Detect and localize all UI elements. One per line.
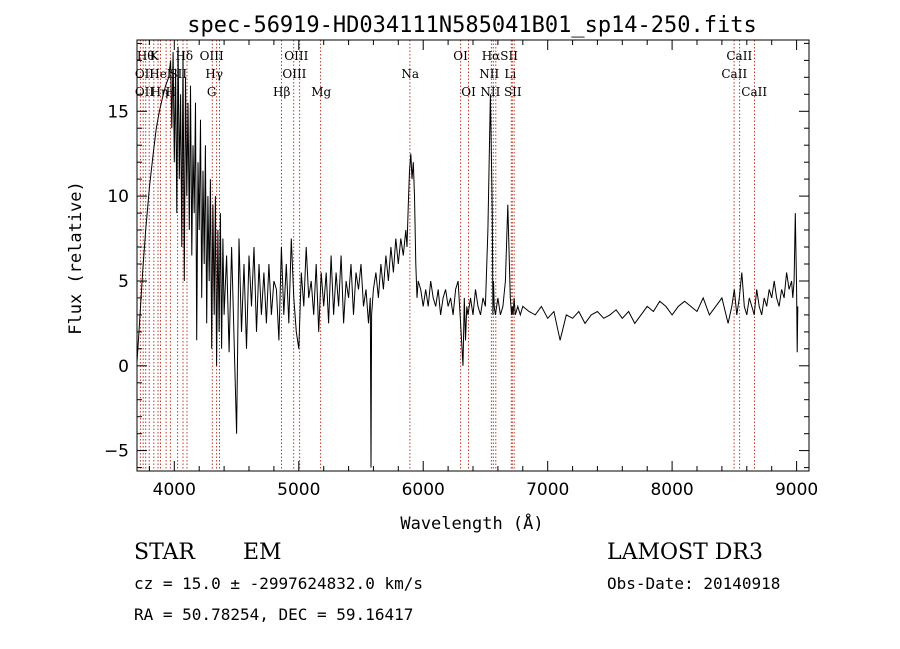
line-label-16: Li [504, 67, 516, 81]
line-label-13: OIII [282, 67, 306, 81]
object-subclass: EM [243, 540, 282, 565]
y-axis-ticks: −5 0 5 10 15 [104, 42, 809, 469]
line-label-21: G [207, 85, 217, 99]
y-axis-label: Flux (relative) [66, 181, 86, 335]
x-tick-label-9000: 9000 [775, 480, 818, 500]
spectrum-line [136, 46, 799, 468]
redshift-readout: cz = 15.0 ± -2997624832.0 km/s [134, 574, 423, 593]
line-markers [139, 40, 755, 471]
obs-date: Obs-Date: 20140918 [607, 574, 780, 593]
line-label-0: Hθ [137, 49, 155, 63]
object-class: STAR [134, 540, 196, 565]
y-tick-label-0: 0 [118, 357, 129, 377]
line-label-27: CaII [741, 85, 767, 99]
x-tick-label-7000: 7000 [526, 480, 569, 500]
line-label-12: Hγ [205, 67, 223, 81]
line-label-6: Hα [482, 49, 501, 63]
x-axis-label: Wavelength (Å) [400, 512, 543, 534]
line-label-1: K [150, 49, 160, 63]
line-label-7: SII [500, 49, 518, 63]
x-tick-label-8000: 8000 [650, 480, 693, 500]
line-label-19: Hη [151, 85, 169, 99]
line-label-3: OIII [200, 49, 224, 63]
ra-dec-readout: RA = 50.78254, DEC = 59.16417 [134, 605, 413, 624]
line-label-23: Mg [311, 85, 331, 99]
plot-frame [136, 39, 810, 472]
line-label-2: Hδ [175, 49, 193, 63]
line-label-17: CaII [721, 67, 747, 81]
line-label-18: OII [135, 85, 155, 99]
line-label-14: Na [401, 67, 419, 81]
line-label-15: NII [479, 67, 499, 81]
line-label-22: Hβ [273, 85, 290, 99]
y-tick-label--5: −5 [104, 442, 129, 462]
y-tick-label-5: 5 [118, 272, 129, 292]
line-label-10: HeI [149, 67, 172, 81]
line-label-24: OI [461, 85, 476, 99]
line-label-4: OIII [284, 49, 308, 63]
x-tick-label-6000: 6000 [402, 480, 445, 500]
x-tick-label-4000: 4000 [153, 480, 196, 500]
y-tick-label-10: 10 [107, 187, 129, 207]
x-axis-ticks: 4000 5000 6000 7000 8000 9000 [148, 40, 818, 500]
chart-title: spec-56919-HD034111N585041B01_sp14-250.f… [187, 13, 757, 38]
line-label-25: NII [480, 85, 500, 99]
x-tick-label-5000: 5000 [277, 480, 320, 500]
line-label-5: OI [453, 49, 468, 63]
line-label-8: CaII [726, 49, 752, 63]
line-label-26: SII [504, 85, 522, 99]
survey-name: LAMOST DR3 [607, 540, 763, 565]
y-tick-label-15: 15 [107, 102, 129, 122]
